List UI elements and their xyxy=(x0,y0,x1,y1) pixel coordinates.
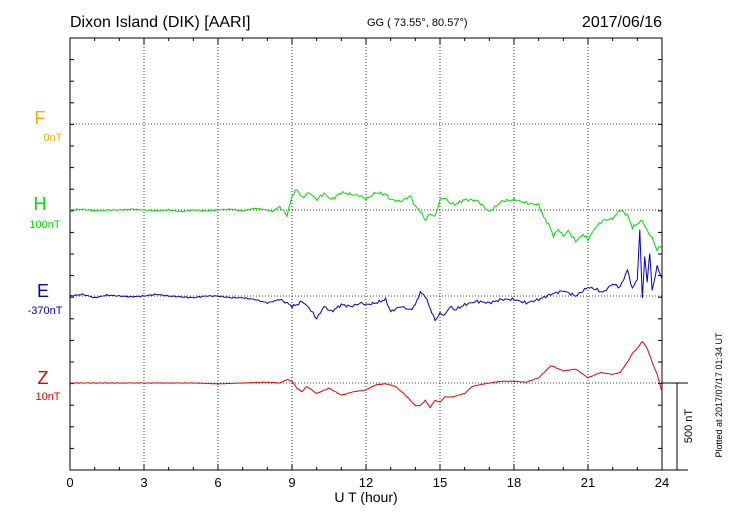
x-axis-ticks xyxy=(69,38,663,470)
x-axis-title: U T (hour) xyxy=(334,489,397,505)
x-tick-label: 12 xyxy=(359,475,373,490)
x-tick-label: 24 xyxy=(655,475,669,490)
x-tick-label: 18 xyxy=(507,475,521,490)
channel-label-f: F xyxy=(35,108,46,128)
x-tick-label: 0 xyxy=(66,475,73,490)
plotted-timestamp: Plotted at 2017/07/17 01:34 UT xyxy=(714,332,724,458)
channel-label-z: Z xyxy=(38,368,49,388)
channel-offset-f: 0nT xyxy=(44,132,63,144)
channel-label-h: H xyxy=(34,194,47,214)
series-lines xyxy=(69,189,663,409)
channel-label-e: E xyxy=(37,281,49,301)
channel-offset-h: 100nT xyxy=(29,219,60,231)
scale-bar-label: 500 nT xyxy=(683,409,695,444)
series-line-e xyxy=(69,229,663,322)
date-label: 2017/06/16 xyxy=(582,14,662,31)
channel-offset-e: -370nT xyxy=(28,305,63,317)
x-tick-label: 3 xyxy=(140,475,147,490)
coordinates-label: GG ( 73.55°, 80.57°) xyxy=(367,17,468,29)
channel-offset-z: 10nT xyxy=(35,391,60,403)
x-tick-label: 6 xyxy=(214,475,221,490)
x-tick-label: 9 xyxy=(288,475,295,490)
x-tick-label: 21 xyxy=(581,475,595,490)
station-title: Dixon Island (DIK) [AARI] xyxy=(70,14,251,31)
series-line-z xyxy=(69,340,663,409)
x-axis-tick-labels: 0 3 6 9 12 15 18 21 24 xyxy=(66,475,669,490)
x-tick-label: 15 xyxy=(433,475,447,490)
grid-lines xyxy=(70,38,662,470)
series-line-h xyxy=(69,189,663,253)
scale-bar xyxy=(662,382,688,471)
